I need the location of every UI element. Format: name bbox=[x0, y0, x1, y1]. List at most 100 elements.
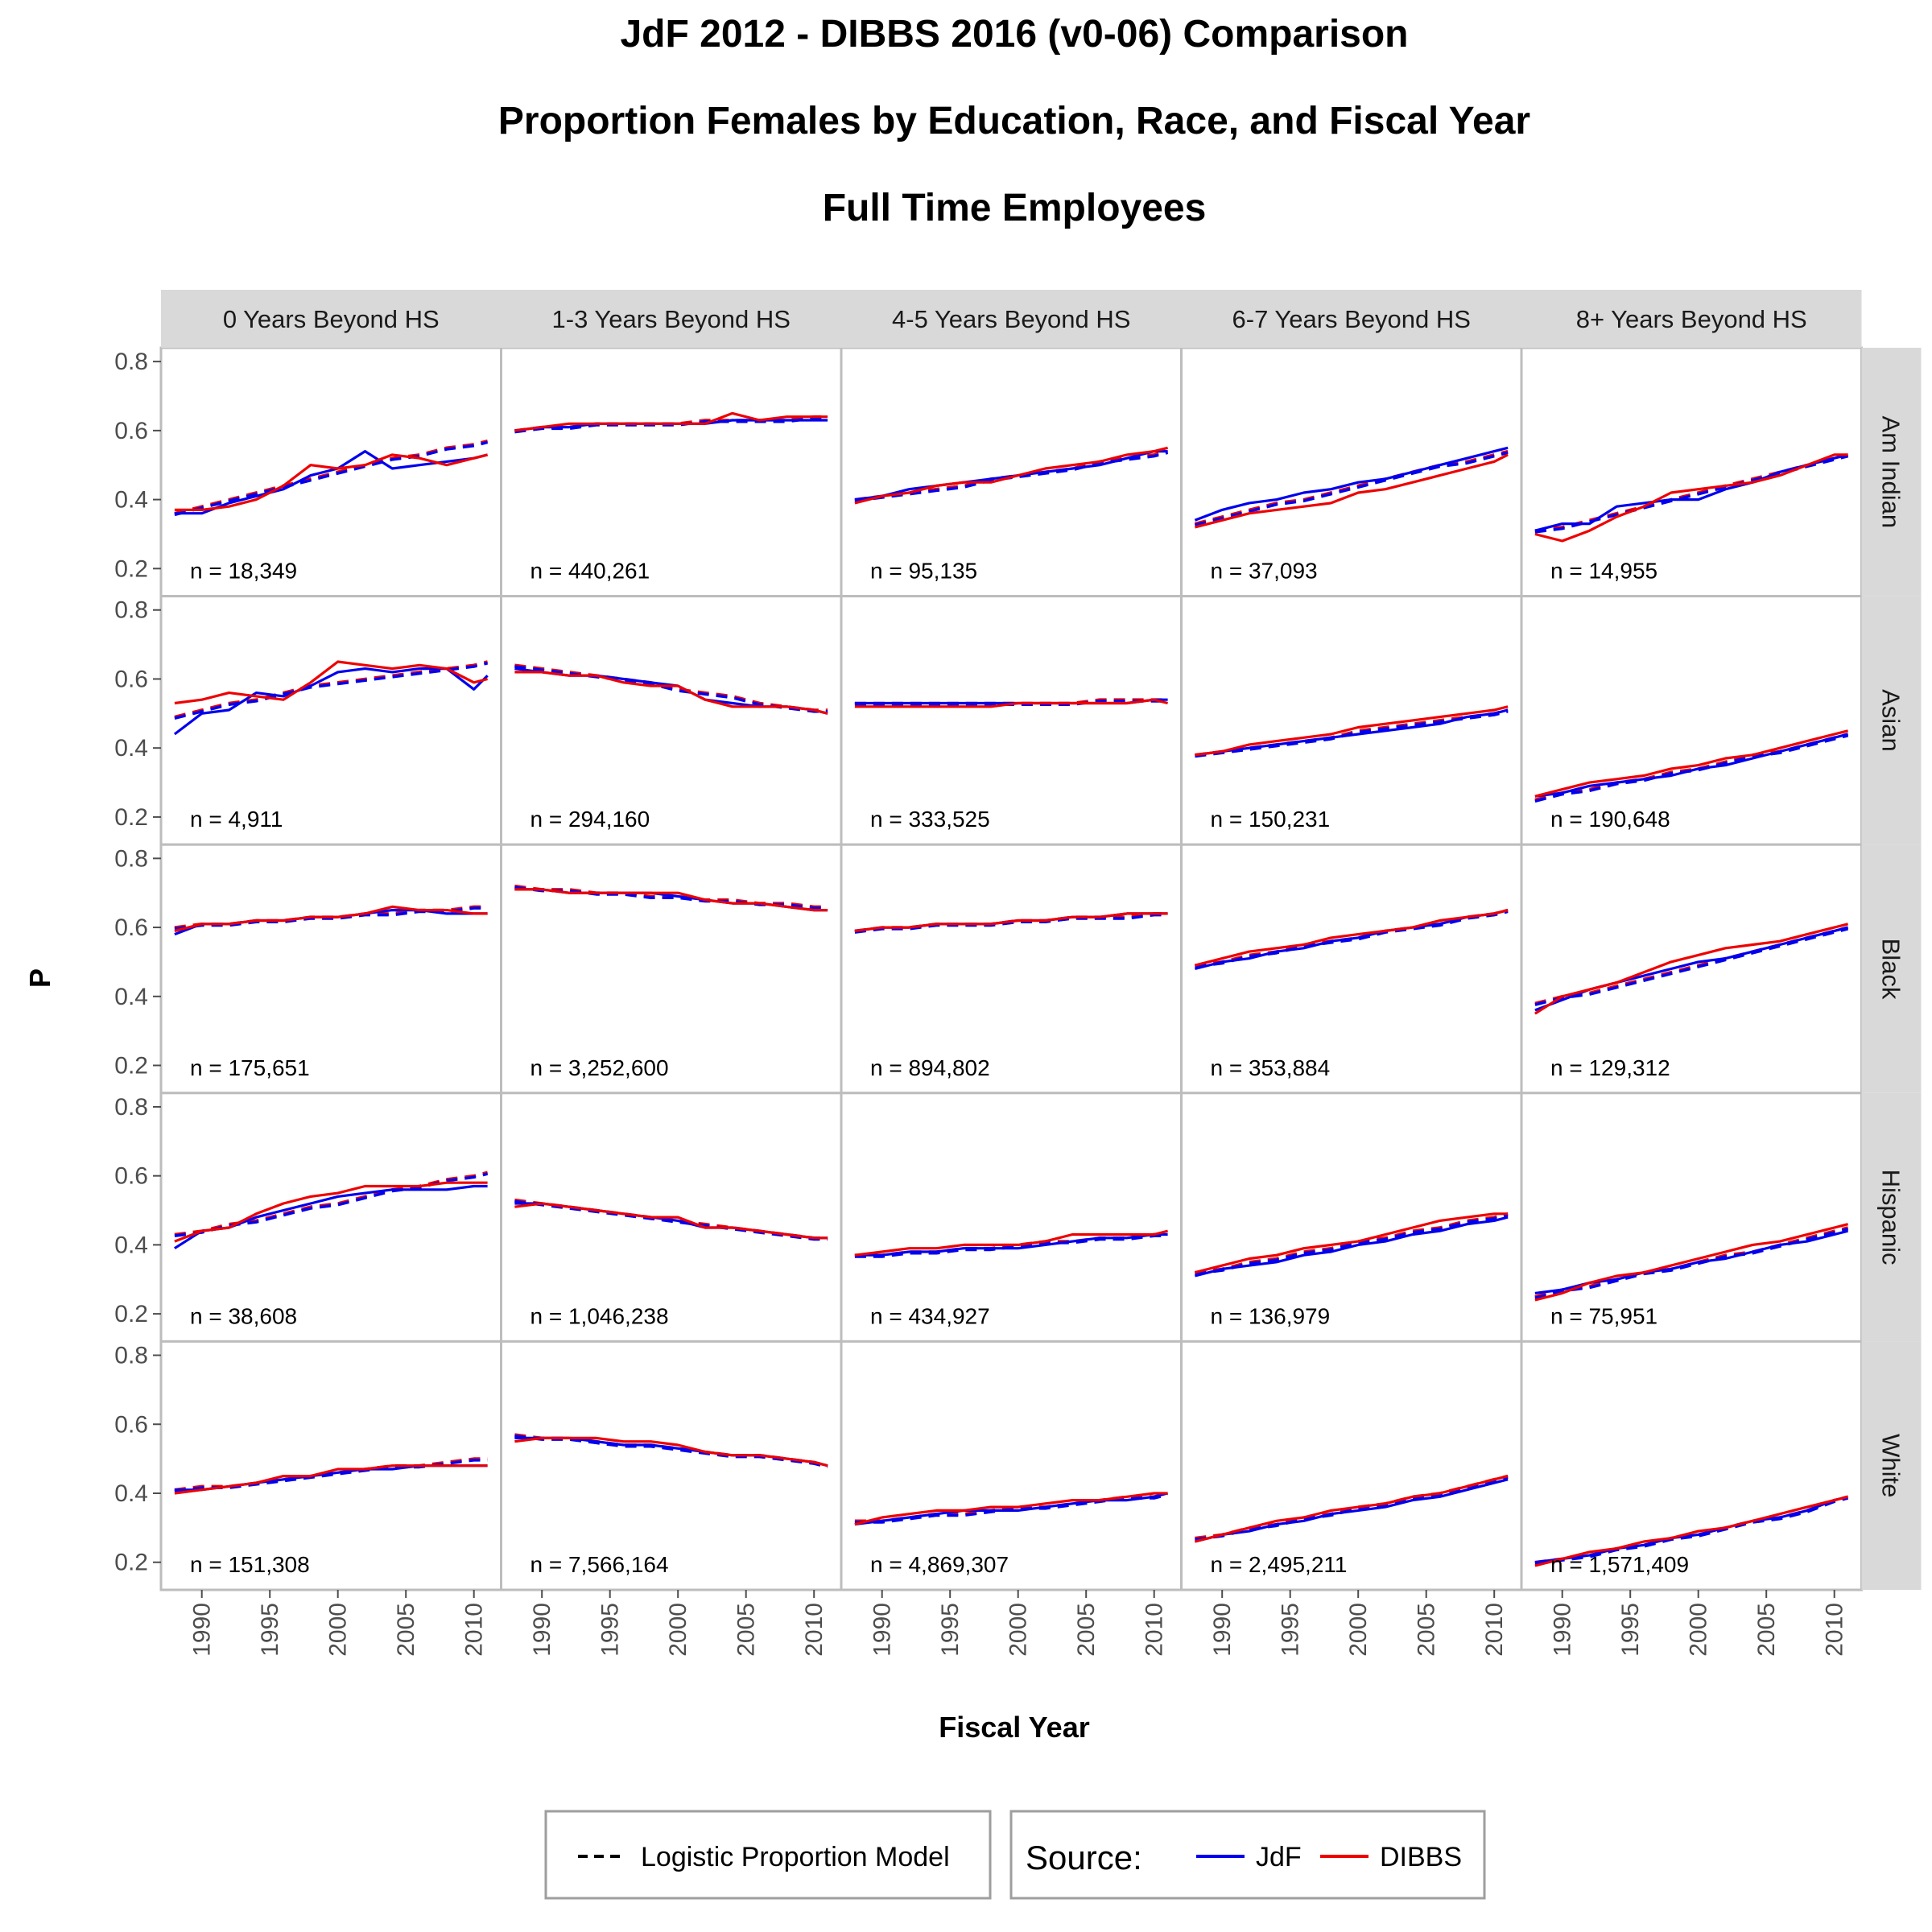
legend-source: Source: JdF DIBBS bbox=[1009, 1810, 1486, 1900]
panel-frame bbox=[500, 595, 843, 846]
x-tick-label: 2000 bbox=[1005, 1603, 1032, 1657]
panel-am-indian-0-years-beyond-hs: n = 18,349 bbox=[159, 346, 502, 598]
x-tick-label: 2010 bbox=[801, 1603, 828, 1657]
panel-black-1-3-years-beyond-hs: n = 3,252,600 bbox=[500, 843, 843, 1095]
y-tick-label: 0.8 bbox=[114, 1094, 148, 1121]
series-line-dibbs bbox=[854, 446, 1168, 505]
strip-row-white bbox=[1861, 1341, 1922, 1590]
x-tick-label: 2005 bbox=[733, 1603, 760, 1657]
panel-asian-8-years-beyond-hs: n = 190,648 bbox=[1520, 595, 1863, 846]
model-line-jdf bbox=[1194, 451, 1509, 527]
legend-jdf-label: JdF bbox=[1256, 1842, 1302, 1872]
series-line-jdf bbox=[854, 1492, 1168, 1526]
n-label: n = 14,955 bbox=[1550, 559, 1657, 584]
panel-hispanic-8-years-beyond-hs: n = 75,951 bbox=[1520, 1092, 1863, 1343]
panel-am-indian-8-years-beyond-hs: n = 14,955 bbox=[1520, 346, 1863, 598]
y-axis-title: P bbox=[23, 968, 56, 988]
series-line-dibbs bbox=[174, 453, 488, 512]
x-tick-label: 1995 bbox=[257, 1603, 283, 1657]
strip-row-label: Asian bbox=[1877, 689, 1905, 752]
series-line-dibbs bbox=[514, 411, 828, 432]
x-tick-label: 2010 bbox=[1481, 1603, 1508, 1657]
series-line-dibbs bbox=[1195, 453, 1509, 529]
legend-source-box bbox=[1009, 1810, 1486, 1900]
strip-row-am-indian bbox=[1861, 348, 1922, 597]
legend-source-title: Source: bbox=[1026, 1839, 1142, 1876]
legend: Logistic Proportion Model Source: JdF DI… bbox=[544, 1810, 1486, 1900]
panel-frame bbox=[1520, 843, 1863, 1095]
y-tick-label: 0.4 bbox=[114, 487, 148, 514]
y-tick-label: 0.6 bbox=[114, 914, 148, 941]
series-line-dibbs bbox=[1534, 923, 1848, 1015]
y-tick-label: 0.6 bbox=[114, 1411, 148, 1438]
series-line-dibbs bbox=[854, 1229, 1168, 1257]
panel-hispanic-6-7-years-beyond-hs: n = 136,979 bbox=[1180, 1092, 1523, 1343]
series-line-dibbs bbox=[1195, 1212, 1509, 1274]
n-label: n = 333,525 bbox=[870, 807, 990, 832]
legend-model-label: Logistic Proportion Model bbox=[641, 1842, 950, 1872]
column-strips: 0 Years Beyond HS 1-3 Years Beyond HS 4-5 … bbox=[161, 290, 1862, 348]
x-tick-label: 1990 bbox=[1209, 1603, 1236, 1657]
title-line-3: Full Time Employees bbox=[823, 187, 1207, 229]
panel-white-4-5-years-beyond-hs: n = 4,869,307 bbox=[840, 1340, 1183, 1591]
x-axis-title: Fiscal Year bbox=[939, 1711, 1090, 1744]
strip-col-label: 6-7 Years Beyond HS bbox=[1232, 305, 1471, 333]
x-tick-label: 2010 bbox=[1822, 1603, 1848, 1657]
n-label: n = 37,093 bbox=[1211, 559, 1318, 584]
n-label: n = 175,651 bbox=[190, 1055, 310, 1080]
panel-hispanic-0-years-beyond-hs: n = 38,608 bbox=[159, 1092, 502, 1343]
series-line-jdf bbox=[1195, 708, 1509, 757]
strip-row-hispanic bbox=[1861, 1092, 1922, 1342]
panel-frame bbox=[1180, 1340, 1523, 1591]
series-line-jdf bbox=[1195, 1216, 1509, 1278]
panel-asian-1-3-years-beyond-hs: n = 294,160 bbox=[500, 595, 843, 846]
panel-asian-4-5-years-beyond-hs: n = 333,525 bbox=[840, 595, 1183, 846]
y-tick-label: 0.6 bbox=[114, 666, 148, 692]
series-line-dibbs bbox=[514, 1202, 828, 1240]
x-tick-label: 1990 bbox=[1550, 1603, 1576, 1657]
series-line-jdf bbox=[1534, 1495, 1848, 1564]
n-label: n = 4,911 bbox=[190, 807, 283, 832]
series-line-dibbs bbox=[174, 660, 488, 705]
model-line-jdf bbox=[174, 662, 489, 720]
series-line-jdf bbox=[1195, 1478, 1509, 1543]
y-tick-label: 0.4 bbox=[114, 1480, 148, 1507]
n-label: n = 136,979 bbox=[1211, 1303, 1331, 1328]
row-strips: Am Indian Asian Black Hispanic White bbox=[1861, 348, 1922, 1590]
panel-white-0-years-beyond-hs: n = 151,308 bbox=[159, 1340, 502, 1591]
y-tick-label: 0.6 bbox=[114, 1163, 148, 1190]
model-line-jdf bbox=[1534, 1227, 1849, 1300]
y-tick-label: 0.2 bbox=[114, 1301, 148, 1327]
legend-dibbs-label: DIBBS bbox=[1380, 1842, 1462, 1872]
n-label: n = 95,135 bbox=[870, 559, 977, 584]
series-line-dibbs bbox=[854, 912, 1168, 932]
n-label: n = 129,312 bbox=[1550, 1055, 1670, 1080]
strip-col-0-years-beyond-hs bbox=[161, 290, 502, 348]
series-line-jdf bbox=[1194, 446, 1509, 522]
panel-am-indian-1-3-years-beyond-hs: n = 440,261 bbox=[500, 346, 843, 598]
series-line-dibbs bbox=[1534, 729, 1848, 798]
n-label: n = 1,046,238 bbox=[530, 1303, 669, 1328]
panel-frame bbox=[159, 346, 502, 598]
y-tick-label: 0.4 bbox=[114, 1232, 148, 1258]
x-tick-label: 2000 bbox=[665, 1603, 691, 1657]
n-label: n = 38,608 bbox=[190, 1303, 297, 1328]
x-tick-label: 1995 bbox=[597, 1603, 624, 1657]
strip-row-label: Am Indian bbox=[1877, 416, 1905, 529]
n-label: n = 894,802 bbox=[870, 1055, 990, 1080]
x-tick-label: 1995 bbox=[1278, 1603, 1304, 1657]
series-line-dibbs bbox=[514, 888, 828, 912]
strip-col-label: 1-3 Years Beyond HS bbox=[552, 305, 791, 333]
facet-panels: n = 18,349 n = 440,261 n = 95,135 n = 37,09… bbox=[159, 346, 1863, 1591]
y-tick-label: 0.2 bbox=[114, 804, 148, 831]
n-label: n = 7,566,164 bbox=[530, 1552, 669, 1577]
x-tick-label: 2000 bbox=[1686, 1603, 1712, 1657]
x-tick-label: 1995 bbox=[937, 1603, 964, 1657]
y-tick-label: 0.6 bbox=[114, 418, 148, 444]
x-tick-label: 1990 bbox=[869, 1603, 896, 1657]
n-label: n = 151,308 bbox=[190, 1552, 310, 1577]
chart-title: JdF 2012 - DIBBS 2016 (v0-06) Comparison… bbox=[498, 13, 1530, 229]
panel-frame bbox=[840, 595, 1183, 846]
x-tick-label: 2005 bbox=[1753, 1603, 1780, 1657]
panel-black-6-7-years-beyond-hs: n = 353,884 bbox=[1180, 843, 1523, 1095]
